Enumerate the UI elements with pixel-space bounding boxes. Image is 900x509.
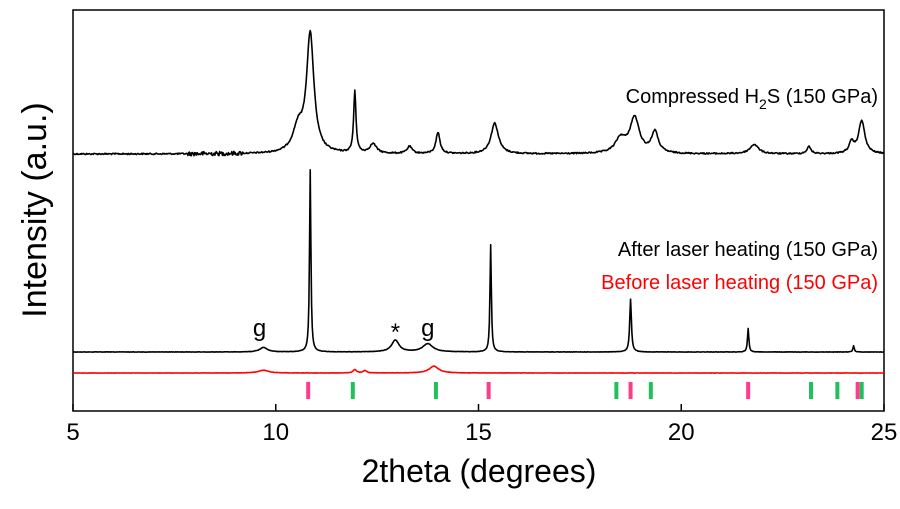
- peak-annotations: g * g: [253, 315, 435, 346]
- y-axis-title: Intensity (a.u.): [16, 102, 54, 317]
- series-lines: [72, 29, 885, 374]
- peak-annotation: g: [253, 315, 266, 342]
- series-line: [72, 29, 885, 157]
- reference-tick: [486, 382, 491, 399]
- reference-tick: [859, 382, 864, 399]
- reference-tick: [809, 382, 814, 399]
- series-label-compressed: Compressed H2S (150 GPa): [626, 86, 878, 112]
- peak-annotation: g: [421, 315, 434, 342]
- reference-tick: [835, 382, 840, 399]
- x-tick-label: 25: [871, 419, 898, 446]
- x-tick-label: 5: [66, 419, 79, 446]
- reference-tick: [628, 382, 633, 399]
- x-axis-ticks: 5 10 15 20 25: [66, 404, 897, 446]
- reference-tick: [433, 382, 438, 399]
- reference-tick: [306, 382, 311, 399]
- series-label-before: Before laser heating (150 GPa): [601, 272, 878, 294]
- peak-annotation: *: [391, 319, 400, 346]
- x-axis-title: 2theta (degrees): [362, 453, 597, 489]
- reference-tick: [614, 382, 619, 399]
- series-line: [72, 169, 885, 353]
- reference-tick: [855, 382, 860, 399]
- reference-tick: [648, 382, 653, 399]
- x-tick-label: 15: [465, 419, 492, 446]
- series-label-after: After laser heating (150 GPa): [618, 239, 878, 261]
- reference-tick: [350, 382, 355, 399]
- reference-ticks: [306, 382, 864, 399]
- x-tick-label: 10: [262, 419, 289, 446]
- x-tick-label: 20: [668, 419, 695, 446]
- series-line: [72, 365, 885, 374]
- reference-tick: [746, 382, 751, 399]
